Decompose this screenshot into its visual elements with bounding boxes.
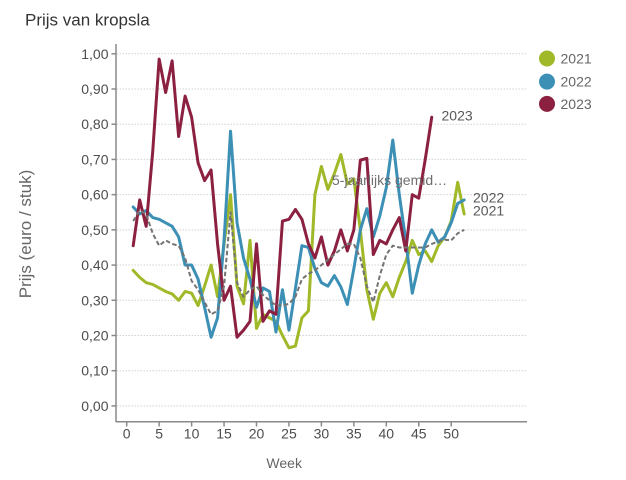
svg-text:30: 30 <box>314 426 330 442</box>
svg-text:0,10: 0,10 <box>81 363 108 379</box>
svg-text:25: 25 <box>281 426 297 442</box>
svg-text:0,40: 0,40 <box>81 257 108 273</box>
svg-text:40: 40 <box>379 426 395 442</box>
svg-text:0,80: 0,80 <box>81 116 108 132</box>
svg-text:5-jaarlijks gemid…: 5-jaarlijks gemid… <box>332 172 447 188</box>
svg-text:0,30: 0,30 <box>81 292 108 308</box>
svg-text:2022: 2022 <box>473 190 504 206</box>
svg-text:0,70: 0,70 <box>81 151 108 167</box>
svg-text:15: 15 <box>216 426 232 442</box>
svg-text:2021: 2021 <box>473 203 504 219</box>
svg-text:Prijs (euro / stuk): Prijs (euro / stuk) <box>16 170 35 298</box>
svg-text:2023: 2023 <box>442 108 473 124</box>
svg-text:10: 10 <box>184 426 200 442</box>
svg-text:2022: 2022 <box>561 74 592 90</box>
svg-text:Prijs van kropsla: Prijs van kropsla <box>25 11 150 30</box>
svg-text:Week: Week <box>266 455 303 471</box>
svg-text:45: 45 <box>411 426 427 442</box>
svg-text:50: 50 <box>443 426 459 442</box>
svg-text:0,20: 0,20 <box>81 327 108 343</box>
svg-text:20: 20 <box>249 426 265 442</box>
svg-text:0,90: 0,90 <box>81 81 108 97</box>
svg-text:0,60: 0,60 <box>81 187 108 203</box>
svg-text:35: 35 <box>346 426 362 442</box>
svg-text:0,50: 0,50 <box>81 222 108 238</box>
svg-text:2023: 2023 <box>561 96 592 112</box>
svg-text:0: 0 <box>123 426 131 442</box>
svg-text:1,00: 1,00 <box>81 46 108 62</box>
svg-text:5: 5 <box>155 426 163 442</box>
svg-text:0,00: 0,00 <box>81 398 108 414</box>
svg-text:2021: 2021 <box>561 51 592 67</box>
